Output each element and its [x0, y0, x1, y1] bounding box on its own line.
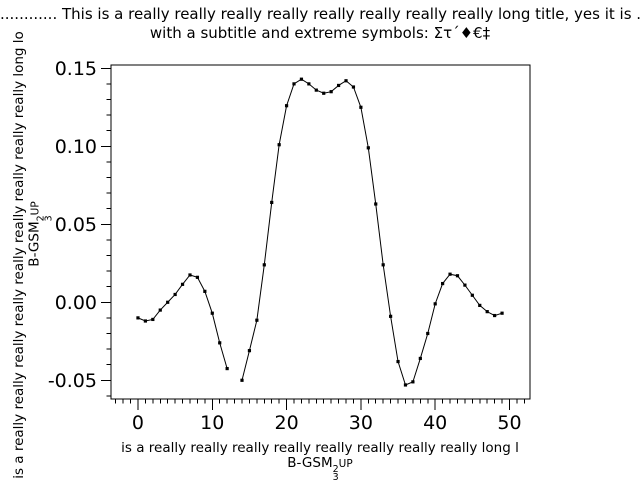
svg-text:10: 10: [200, 412, 224, 434]
chart-subtitle: with a subtitle and extreme symbols: Στ´…: [149, 24, 491, 42]
y-tick-labels: 0.15 0.10 0.05 0.00 -0.05: [48, 58, 97, 392]
data-point: [210, 311, 214, 315]
data-point: [270, 200, 274, 205]
data-point: [403, 383, 408, 387]
data-point: [195, 275, 200, 279]
data-point: [158, 308, 162, 312]
data-series: [136, 77, 504, 387]
data-point: [203, 289, 207, 293]
svg-text:0.10: 0.10: [55, 136, 97, 158]
data-point: [448, 272, 452, 276]
y-axis-unit-label: B-GSM 2 3 UP: [26, 201, 55, 267]
x-axis-ticks: [115, 399, 525, 410]
data-point: [173, 292, 177, 297]
data-point: [389, 314, 393, 318]
data-point: [218, 341, 222, 345]
data-point: [336, 83, 341, 88]
data-point: [247, 349, 252, 353]
data-point: [455, 274, 460, 278]
y-unit-sub: 3: [43, 215, 55, 222]
x-unit-sub: 3: [332, 472, 339, 480]
data-point: [143, 319, 147, 323]
svg-text:40: 40: [423, 412, 447, 434]
data-point: [292, 82, 296, 86]
data-point: [493, 313, 497, 318]
svg-text:0: 0: [132, 412, 144, 434]
data-point: [344, 79, 348, 83]
svg-text:0.15: 0.15: [55, 58, 97, 80]
plot-frame: [110, 64, 531, 400]
data-point: [374, 202, 378, 206]
data-point: [262, 263, 266, 267]
data-point: [433, 302, 437, 306]
y-unit-prefix: B-GSM: [26, 221, 43, 267]
data-point: [441, 281, 445, 286]
x-tick-labels: 0 10 20 30 40 50: [132, 412, 522, 434]
svg-text:50: 50: [497, 412, 521, 434]
y-axis-ticks: [101, 67, 111, 397]
data-point: [314, 88, 318, 92]
data-point: [136, 316, 140, 320]
svg-text:-0.05: -0.05: [48, 370, 97, 392]
x-axis-unit-label: B-GSM 2 3 UP: [0, 455, 640, 480]
y-unit-suffix: UP: [29, 201, 42, 216]
data-point: [500, 311, 504, 315]
data-point: [166, 300, 170, 304]
data-point: [381, 263, 385, 267]
data-point: [322, 91, 326, 95]
svg-text:30: 30: [349, 412, 373, 434]
y-axis-label: is a really really really really really …: [11, 31, 27, 479]
data-point: [151, 317, 155, 322]
data-point: [411, 380, 415, 384]
data-point: [240, 378, 244, 382]
data-point: [470, 293, 474, 297]
data-point: [284, 104, 289, 108]
svg-text:0.00: 0.00: [55, 292, 97, 314]
x-unit-sup: 2: [332, 464, 339, 475]
data-point: [485, 310, 489, 314]
x-unit-prefix: B-GSM: [287, 455, 333, 471]
data-point: [478, 303, 482, 307]
data-point: [277, 143, 281, 147]
data-point: [188, 273, 192, 277]
data-point: [463, 283, 467, 287]
data-line: [137, 78, 503, 386]
data-point: [329, 90, 333, 94]
data-point: [366, 146, 370, 150]
data-point: [299, 77, 304, 81]
svg-text:0.05: 0.05: [55, 214, 97, 236]
data-point: [180, 282, 185, 286]
data-point: [418, 356, 422, 361]
x-unit-suffix: UP: [338, 458, 353, 470]
data-point: [396, 359, 400, 364]
data-point: [225, 366, 229, 371]
chart-title: ............ This is a really really rea…: [0, 5, 640, 23]
data-point: [351, 85, 356, 89]
data-point: [255, 318, 259, 322]
data-point: [426, 331, 430, 336]
svg-text:20: 20: [274, 412, 298, 434]
x-axis-label: is a really really really really really …: [121, 440, 519, 456]
data-point: [307, 82, 311, 86]
data-point: [359, 105, 363, 109]
